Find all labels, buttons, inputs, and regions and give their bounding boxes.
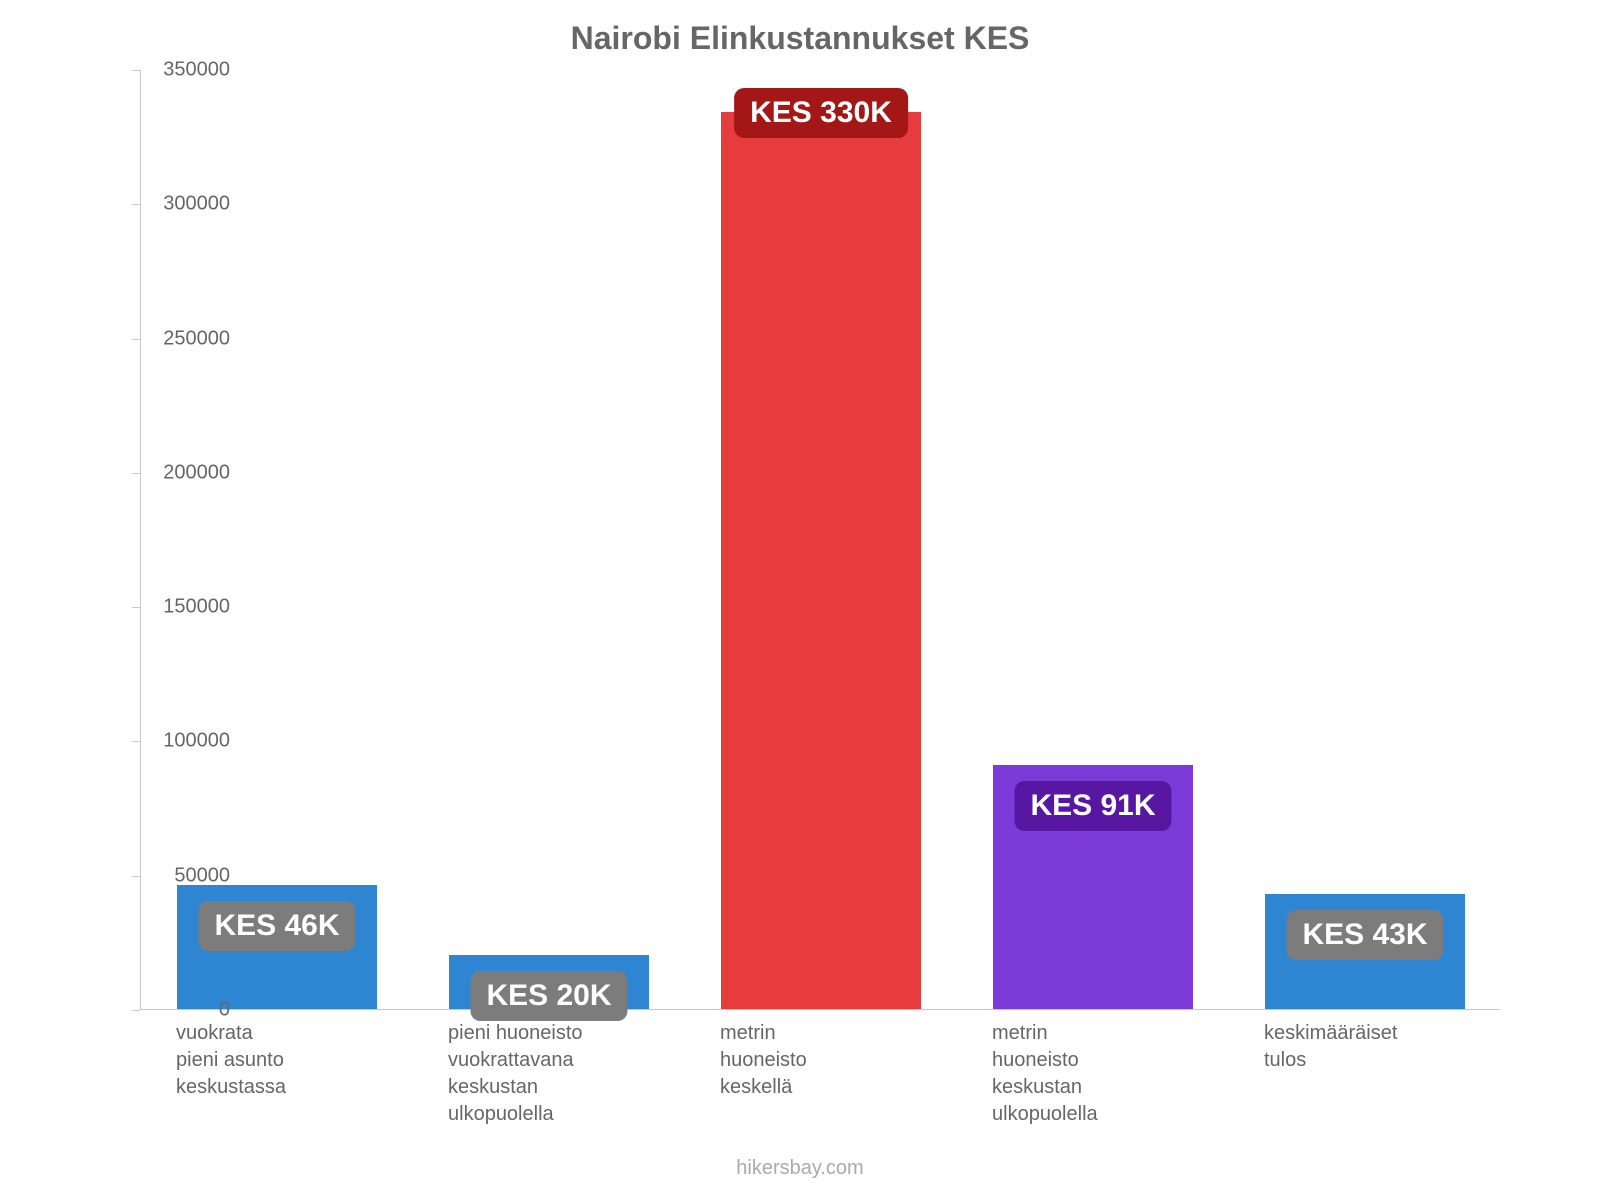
ytick-mark: [132, 607, 140, 608]
x-axis-label: metrinhuoneistokeskellä: [720, 1020, 920, 1101]
ytick-label: 200000: [130, 461, 230, 484]
ytick-label: 250000: [130, 327, 230, 350]
ytick-mark: [132, 1010, 140, 1011]
x-axis-label: vuokratapieni asuntokeskustassa: [176, 1020, 376, 1101]
ytick-label: 150000: [130, 596, 230, 619]
plot-area: KES 46KKES 20KKES 330KKES 91KKES 43K: [140, 70, 1500, 1010]
chart-title: Nairobi Elinkustannukset KES: [0, 20, 1600, 57]
bar-value-label: KES 20K: [470, 971, 627, 1021]
ytick-label: 300000: [130, 193, 230, 216]
bar-value-label: KES 43K: [1286, 910, 1443, 960]
footer-credit: hikersbay.com: [0, 1157, 1600, 1180]
ytick-mark: [132, 876, 140, 877]
ytick-mark: [132, 70, 140, 71]
ytick-label: 50000: [130, 864, 230, 887]
chart-container: Nairobi Elinkustannukset KES KES 46K KES …: [0, 0, 1600, 1200]
ytick-mark: [132, 204, 140, 205]
ytick-label: 0: [130, 999, 230, 1022]
bar-value-label: KES 46K: [198, 901, 355, 951]
ytick-mark: [132, 741, 140, 742]
bar-value-label: KES 91K: [1014, 781, 1171, 831]
ytick-label: 100000: [130, 730, 230, 753]
x-axis-label: pieni huoneistovuokrattavanakeskustanulk…: [448, 1020, 648, 1128]
ytick-mark: [132, 339, 140, 340]
bar-value-label: KES 330K: [734, 88, 908, 138]
x-axis-label: metrinhuoneistokeskustanulkopuolella: [992, 1020, 1192, 1128]
ytick-mark: [132, 473, 140, 474]
x-axis-label: keskimääräisettulos: [1264, 1020, 1464, 1074]
ytick-label: 350000: [130, 59, 230, 82]
bars-layer: KES 46KKES 20KKES 330KKES 91KKES 43K: [141, 70, 1500, 1009]
bar: [721, 112, 921, 1009]
